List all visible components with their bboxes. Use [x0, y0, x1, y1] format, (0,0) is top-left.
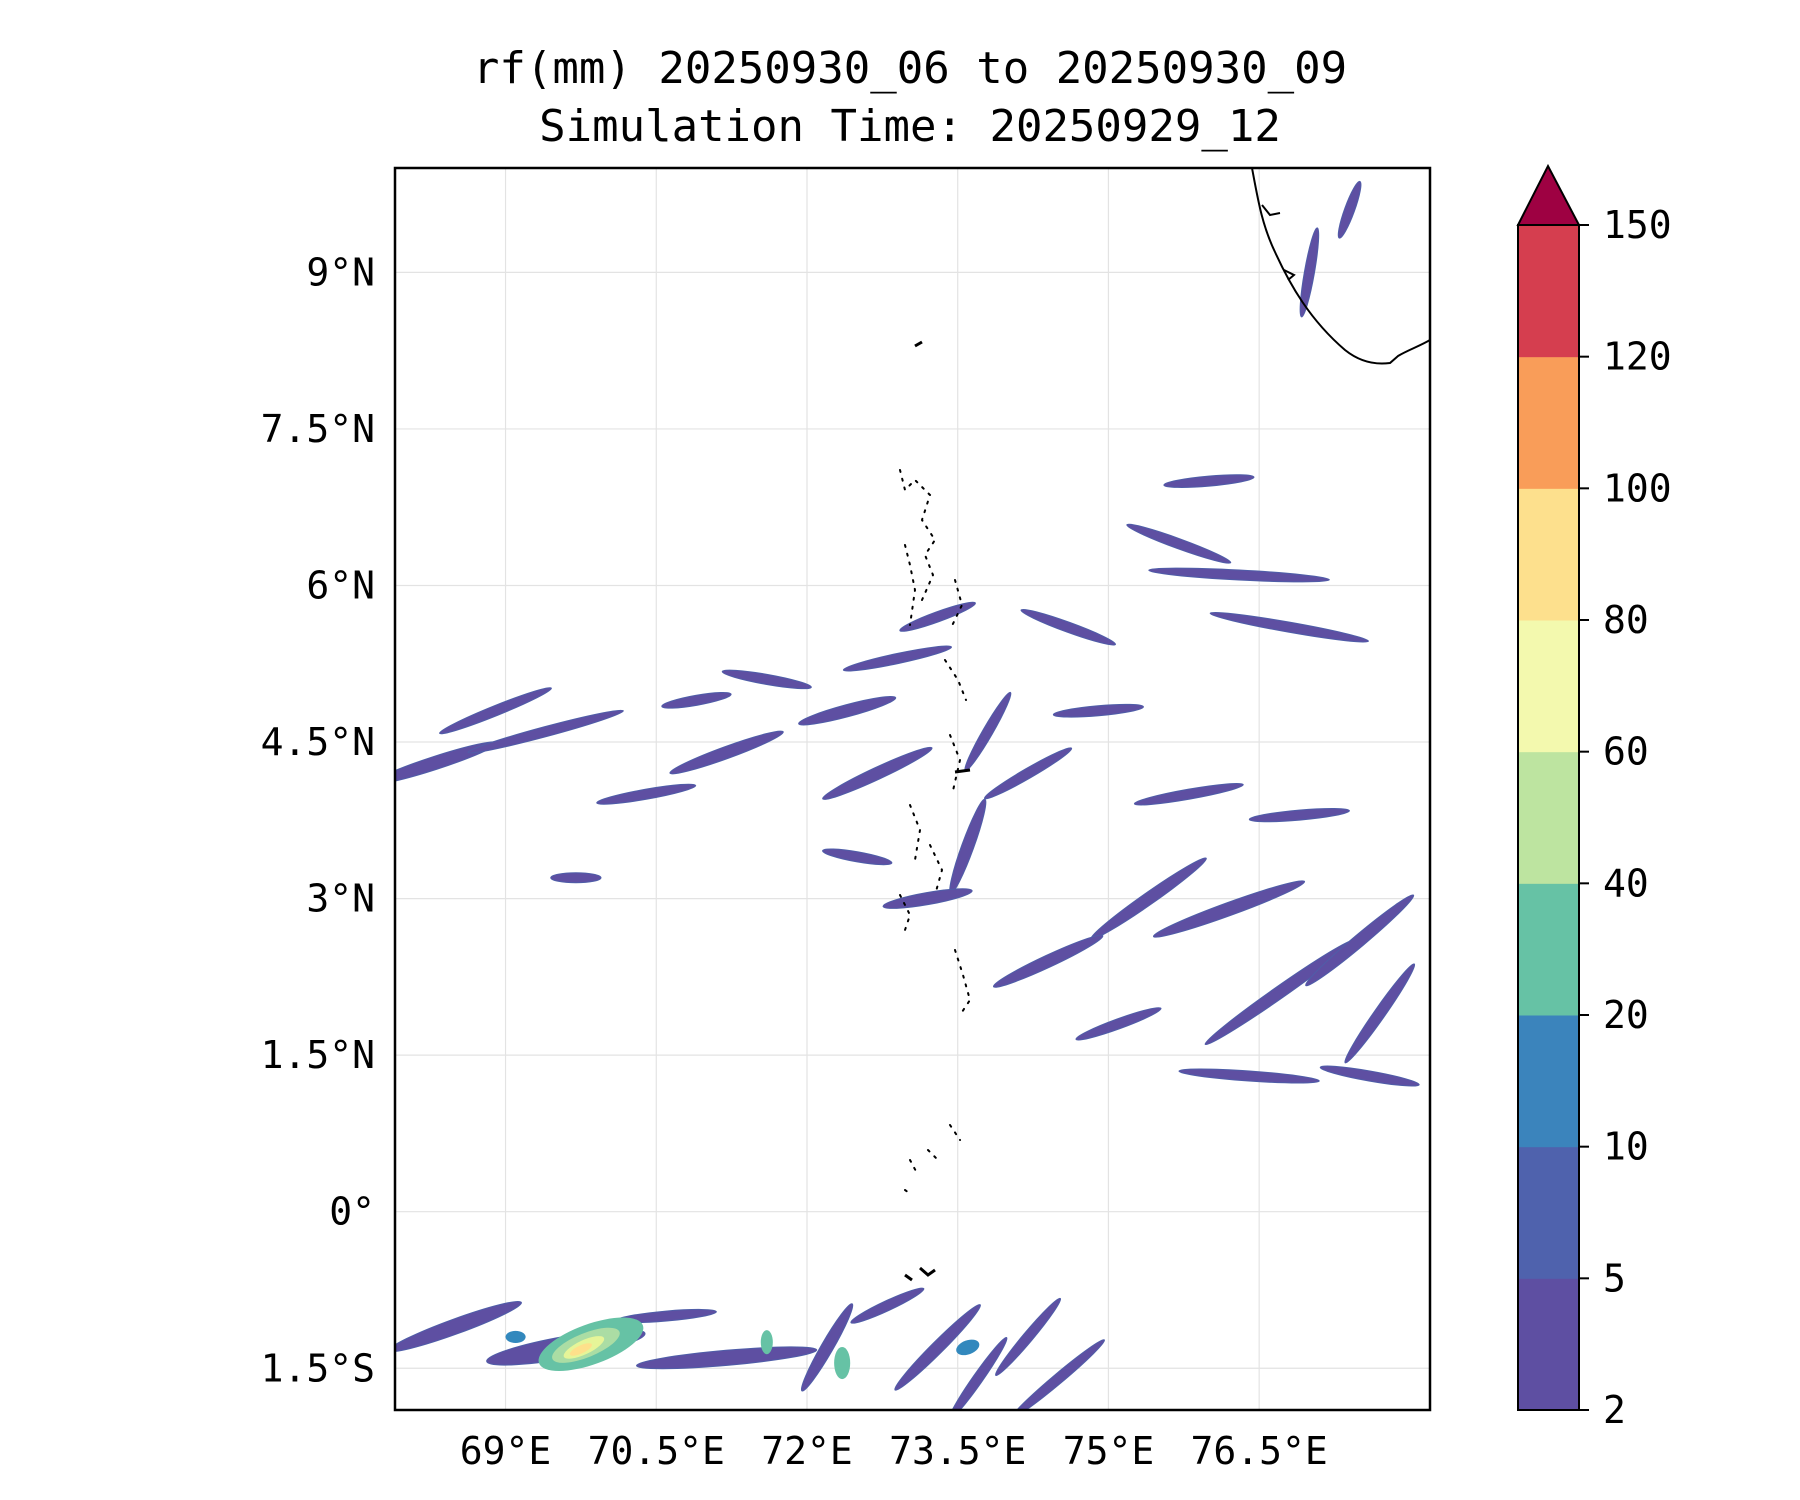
rain-band — [1344, 963, 1416, 1064]
rain-cell — [760, 1330, 773, 1355]
rain-band — [1209, 611, 1369, 643]
lon-tick-label: 73.5°E — [889, 1429, 1026, 1473]
colorbar-segment — [1518, 356, 1579, 489]
rain-band — [822, 848, 893, 866]
rain-band — [995, 1297, 1062, 1377]
colorbar-label: 60 — [1603, 730, 1649, 774]
rain-band — [800, 1303, 854, 1392]
colorbar-labels: 2 5 10 20 40 60 80 100 120 150 — [1579, 203, 1672, 1432]
rain-band — [899, 601, 976, 632]
rain-cell — [505, 1330, 526, 1343]
rain-band — [894, 1304, 981, 1391]
rain-band — [1011, 1339, 1106, 1410]
island-minicoy — [914, 340, 923, 348]
addu-atoll — [904, 1266, 936, 1282]
lat-tick-label: 9°N — [306, 250, 375, 294]
lon-tick-label: 70.5°E — [588, 1429, 725, 1473]
rain-band — [1163, 474, 1255, 488]
colorbar-segment — [1518, 488, 1579, 621]
rain-band — [1299, 227, 1320, 318]
rain-band — [992, 934, 1104, 988]
map-background — [395, 168, 1430, 1410]
lat-tick-label: 0° — [329, 1190, 375, 1234]
coastlines — [899, 168, 1430, 1282]
rain-band — [1020, 608, 1116, 646]
rain-band — [439, 687, 552, 735]
colorbar-segment — [1518, 751, 1579, 884]
lat-tick-label: 7.5°N — [261, 407, 375, 451]
rain-band — [1178, 1068, 1320, 1084]
plot-title: rf(mm) 20250930_06 to 20250930_09 Simula… — [360, 40, 1460, 156]
rain-band — [1319, 1065, 1420, 1087]
lat-tick-label: 1.5°S — [261, 1346, 375, 1390]
colorbar-label: 80 — [1603, 598, 1649, 642]
rain-band — [669, 730, 784, 775]
rain-band — [850, 1287, 925, 1324]
rain-band — [1126, 523, 1232, 564]
colorbar-frame — [1517, 224, 1580, 1411]
colorbar-label: 20 — [1603, 993, 1649, 1037]
rain-band — [983, 747, 1073, 800]
rain-band — [661, 691, 732, 709]
lon-tick-label: 72°E — [761, 1429, 853, 1473]
lat-tick-label: 6°N — [306, 563, 375, 607]
rain-cell — [956, 1339, 980, 1356]
maldives-atolls — [899, 469, 972, 1196]
rain-band — [1248, 807, 1350, 823]
rain-band — [1133, 782, 1244, 806]
rain-band — [798, 695, 897, 726]
rain-band — [467, 709, 624, 754]
rain-band — [636, 1346, 818, 1370]
colorbar-segment — [1518, 1278, 1579, 1411]
rain-band — [948, 1336, 1008, 1410]
map-frame — [393, 166, 1432, 1412]
rain-band — [1075, 1007, 1162, 1041]
rain-band — [1305, 894, 1415, 987]
coast-inlet — [1261, 204, 1281, 217]
lat-tick-label: 4.5°N — [261, 720, 375, 764]
colorbar-label: 2 — [1603, 1388, 1626, 1432]
colorbar-segment — [1518, 225, 1579, 358]
colorbar-label: 150 — [1603, 203, 1672, 247]
rain-band — [550, 872, 602, 884]
rain-cell — [834, 1346, 851, 1380]
maldives-north-island — [954, 768, 971, 774]
rain-band — [1148, 567, 1330, 583]
lon-tick-label: 76.5°E — [1191, 1429, 1328, 1473]
colorbar-label: 10 — [1603, 1125, 1649, 1169]
latitude-ticks: 9°N 7.5°N 6°N 4.5°N 3°N 1.5°N 0° 1.5°S — [261, 250, 375, 1390]
rain-band — [721, 669, 812, 690]
rain-band — [1052, 703, 1144, 718]
rain-band — [1337, 180, 1362, 239]
india-coastline — [1251, 168, 1430, 365]
lat-tick-label: 3°N — [306, 877, 375, 921]
rain-band — [596, 783, 697, 805]
coast-inlet-2 — [1283, 269, 1296, 281]
colorbar-segment — [1518, 620, 1579, 753]
colorbar-segment — [1518, 1146, 1579, 1279]
map-area — [393, 166, 1432, 1412]
colorbar-extend-triangle — [1516, 163, 1581, 226]
colorbar-segment — [1518, 883, 1579, 1016]
colorbar-label: 120 — [1603, 335, 1672, 379]
longitude-ticks: 69°E 70.5°E 72°E 73.5°E 75°E 76.5°E — [460, 1429, 1328, 1473]
rain-cell — [569, 1343, 592, 1356]
colorbar-segment — [1518, 1015, 1579, 1148]
rain-band — [822, 746, 933, 800]
rainfall-layer — [395, 180, 1420, 1410]
lon-tick-label: 69°E — [460, 1429, 552, 1473]
colorbar-segments — [1518, 225, 1579, 1411]
title-line-1: rf(mm) 20250930_06 to 20250930_09 — [472, 43, 1348, 94]
colorbar-label: 5 — [1603, 1256, 1626, 1300]
rain-band — [842, 645, 952, 672]
colorbar-label: 40 — [1603, 861, 1649, 905]
rain-band — [395, 1300, 522, 1353]
title-line-2: Simulation Time: 20250929_12 — [539, 101, 1281, 152]
colorbar: 2 5 10 20 40 60 80 100 120 150 — [1516, 163, 1672, 1432]
lat-tick-label: 1.5°N — [261, 1033, 375, 1077]
rain-band — [1152, 880, 1306, 938]
lon-tick-label: 75°E — [1063, 1429, 1155, 1473]
colorbar-label: 100 — [1603, 466, 1672, 510]
